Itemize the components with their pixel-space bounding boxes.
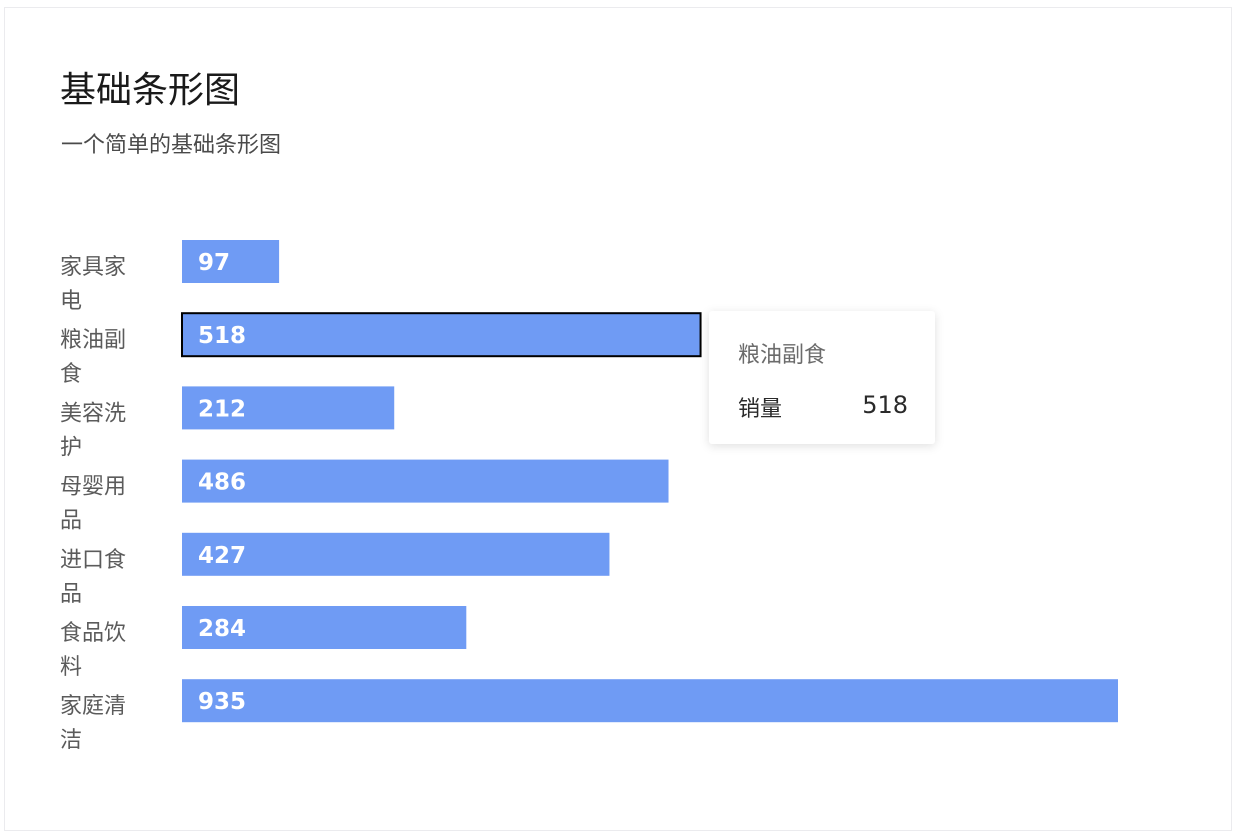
bar-value-label: 284 (198, 616, 246, 642)
tooltip: 粮油副食 销量 518 (709, 311, 935, 444)
tooltip-value: 518 (862, 391, 908, 419)
chart-subtitle: 一个简单的基础条形图 (61, 133, 282, 158)
bar-0[interactable] (182, 240, 280, 283)
chart-title: 基础条形图 (60, 70, 241, 111)
bar-value-label: 518 (198, 323, 246, 349)
bar-value-label: 427 (198, 543, 246, 569)
bar-5[interactable] (182, 606, 467, 649)
bar-4[interactable] (182, 532, 610, 576)
bar-value-label: 212 (198, 396, 246, 422)
category-label: 食品饮料 (60, 621, 126, 680)
tooltip-title: 粮油副食 (738, 343, 827, 368)
category-label: 家具家电 (60, 255, 126, 314)
bar-value-label: 97 (198, 250, 230, 276)
category-label: 母婴用品 (60, 475, 126, 534)
bar-1[interactable] (181, 312, 702, 358)
category-label: 美容洗护 (60, 401, 126, 460)
bar-3[interactable] (182, 459, 669, 503)
category-label: 家庭清洁 (60, 694, 126, 753)
bar-value-label: 935 (198, 689, 246, 715)
bar-2[interactable] (182, 386, 395, 430)
bar-value-label: 486 (198, 470, 246, 496)
tooltip-series-name: 销量 (738, 397, 783, 422)
category-label: 进口食品 (60, 548, 126, 607)
category-label: 粮油副食 (60, 328, 126, 387)
bar-6[interactable] (182, 679, 1118, 723)
